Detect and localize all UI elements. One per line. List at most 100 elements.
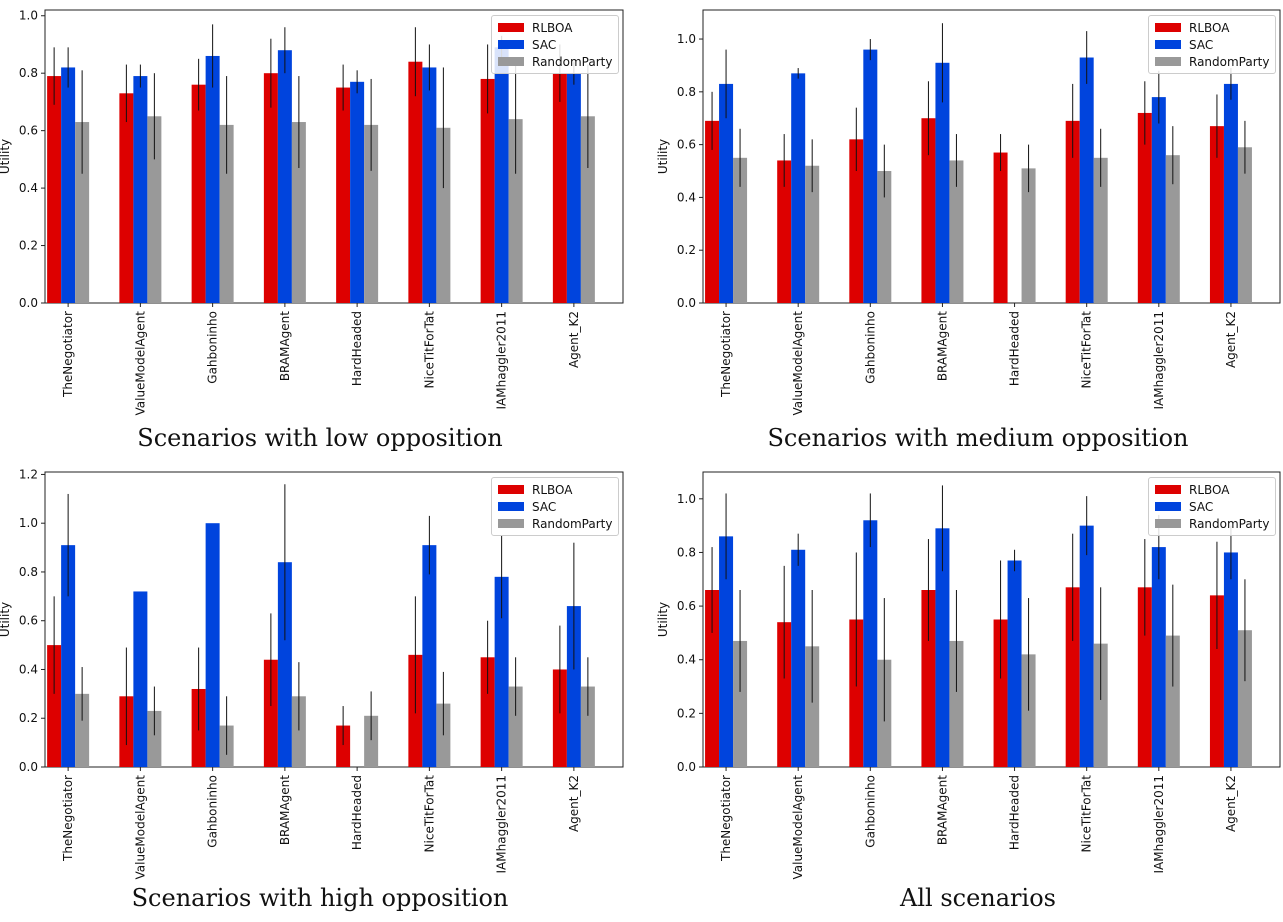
chart-legend: RLBOA SAC RandomParty xyxy=(491,15,620,74)
y-tick-label: 0.4 xyxy=(677,653,696,667)
bar-randomparty xyxy=(219,124,234,303)
bar-sac xyxy=(719,83,734,303)
y-tick-label: 0.6 xyxy=(19,614,38,628)
y-tick-label: 0.0 xyxy=(677,296,696,310)
bar-sac xyxy=(422,67,437,303)
chart-caption-low: Scenarios with low opposition xyxy=(137,424,503,452)
bar-randomparty xyxy=(1021,168,1036,303)
x-tick-label: IAMhaggler2011 xyxy=(495,775,509,873)
y-tick-label: 0.0 xyxy=(19,760,38,774)
chart-legend: RLBOA SAC RandomParty xyxy=(1148,15,1277,74)
y-tick-label: 0.8 xyxy=(19,66,38,80)
legend-swatch xyxy=(498,23,524,32)
bar-randomparty xyxy=(733,157,748,303)
bar-rlboa xyxy=(849,139,864,303)
legend-item: SAC xyxy=(498,36,612,53)
bar-sac xyxy=(1223,83,1238,303)
x-tick-label: HardHeaded xyxy=(1008,775,1022,850)
bar-sac xyxy=(350,81,365,304)
bar-randomparty xyxy=(805,165,820,303)
legend-label: RandomParty xyxy=(532,54,613,69)
x-tick-label: TheNegotiator xyxy=(61,311,75,398)
bar-randomparty xyxy=(364,715,379,767)
bar-randomparty xyxy=(733,640,748,767)
bar-sac xyxy=(566,606,581,767)
bar-randomparty xyxy=(508,119,523,303)
bar-rlboa xyxy=(119,93,134,303)
legend-item: SAC xyxy=(1155,36,1269,53)
bar-sac xyxy=(61,545,76,767)
bar-sac xyxy=(494,576,509,767)
y-tick-label: 0.2 xyxy=(677,243,696,257)
bar-sac xyxy=(863,49,878,304)
bar-rlboa xyxy=(1137,587,1152,767)
x-tick-label: ValueModelAgent xyxy=(791,775,805,880)
y-tick-label: 0.4 xyxy=(19,181,38,195)
x-tick-label: Gahboninho xyxy=(863,311,877,384)
x-tick-label: BRAMAgent xyxy=(935,311,949,381)
legend-label: RandomParty xyxy=(1189,54,1270,69)
y-tick-label: 0.2 xyxy=(19,711,38,725)
bar-rlboa xyxy=(705,120,720,303)
bar-rlboa xyxy=(480,657,495,767)
x-tick-label: Agent_K2 xyxy=(1224,775,1238,832)
legend-item: SAC xyxy=(498,498,612,515)
x-tick-label: BRAMAgent xyxy=(278,311,292,381)
y-tick-label: 0.6 xyxy=(677,599,696,613)
legend-swatch xyxy=(498,502,524,511)
x-tick-label: NiceTitForTat xyxy=(422,775,436,853)
legend-item: RandomParty xyxy=(498,515,612,532)
x-tick-label: ValueModelAgent xyxy=(133,775,147,880)
chart-legend: RLBOA SAC RandomParty xyxy=(491,477,620,536)
legend-swatch xyxy=(1155,57,1181,66)
x-tick-label: Gahboninho xyxy=(206,311,220,384)
bar-sac xyxy=(791,73,806,303)
bar-randomparty xyxy=(877,171,892,303)
bar-sac xyxy=(277,562,292,767)
bar-rlboa xyxy=(849,619,864,767)
legend-item: SAC xyxy=(1155,498,1269,515)
legend-swatch xyxy=(1155,519,1181,528)
y-tick-label: 0.8 xyxy=(677,545,696,559)
bar-sac xyxy=(494,47,509,303)
x-tick-label: TheNegotiator xyxy=(61,775,75,862)
y-axis-label: Utility xyxy=(656,602,670,637)
legend-swatch xyxy=(498,40,524,49)
y-tick-label: 0.2 xyxy=(19,239,38,253)
bar-sac xyxy=(277,50,292,304)
bar-sac xyxy=(205,55,220,303)
bar-sac xyxy=(1079,525,1094,767)
bar-sac xyxy=(935,62,950,304)
legend-label: SAC xyxy=(1189,499,1214,514)
bar-rlboa xyxy=(1065,120,1080,303)
y-tick-label: 0.0 xyxy=(677,760,696,774)
bar-rlboa xyxy=(777,160,792,303)
legend-item: RLBOA xyxy=(1155,19,1269,36)
chart-legend: RLBOA SAC RandomParty xyxy=(1148,477,1277,536)
bar-rlboa xyxy=(1137,112,1152,303)
bar-randomparty xyxy=(1165,155,1180,303)
bar-rlboa xyxy=(336,725,351,767)
bar-randomparty xyxy=(1093,643,1108,767)
x-tick-label: NiceTitForTat xyxy=(1080,311,1094,389)
legend-swatch xyxy=(498,485,524,494)
x-tick-label: NiceTitForTat xyxy=(1080,775,1094,853)
x-tick-label: ValueModelAgent xyxy=(133,311,147,416)
bar-rlboa xyxy=(552,73,567,303)
x-tick-label: Agent_K2 xyxy=(567,311,581,368)
legend-label: SAC xyxy=(532,37,557,52)
bar-rlboa xyxy=(777,622,792,767)
bar-rlboa xyxy=(705,590,720,767)
plot-frame xyxy=(702,471,1281,768)
x-tick-label: NiceTitForTat xyxy=(422,311,436,389)
y-tick-label: 0.4 xyxy=(677,190,696,204)
bar-sac xyxy=(566,73,581,303)
bar-randomparty xyxy=(949,160,964,303)
bar-rlboa xyxy=(1209,595,1224,767)
chart-svg: 0.0 0.2 0.4 0.6 0.8 1.0 1.2 Utility TheNegotiato… xyxy=(0,467,624,880)
x-tick-label: IAMhaggler2011 xyxy=(495,311,509,409)
bar-sac xyxy=(719,536,734,767)
legend-item: RandomParty xyxy=(498,53,612,70)
bar-randomparty xyxy=(1237,630,1252,767)
x-tick-label: IAMhaggler2011 xyxy=(1152,775,1166,873)
